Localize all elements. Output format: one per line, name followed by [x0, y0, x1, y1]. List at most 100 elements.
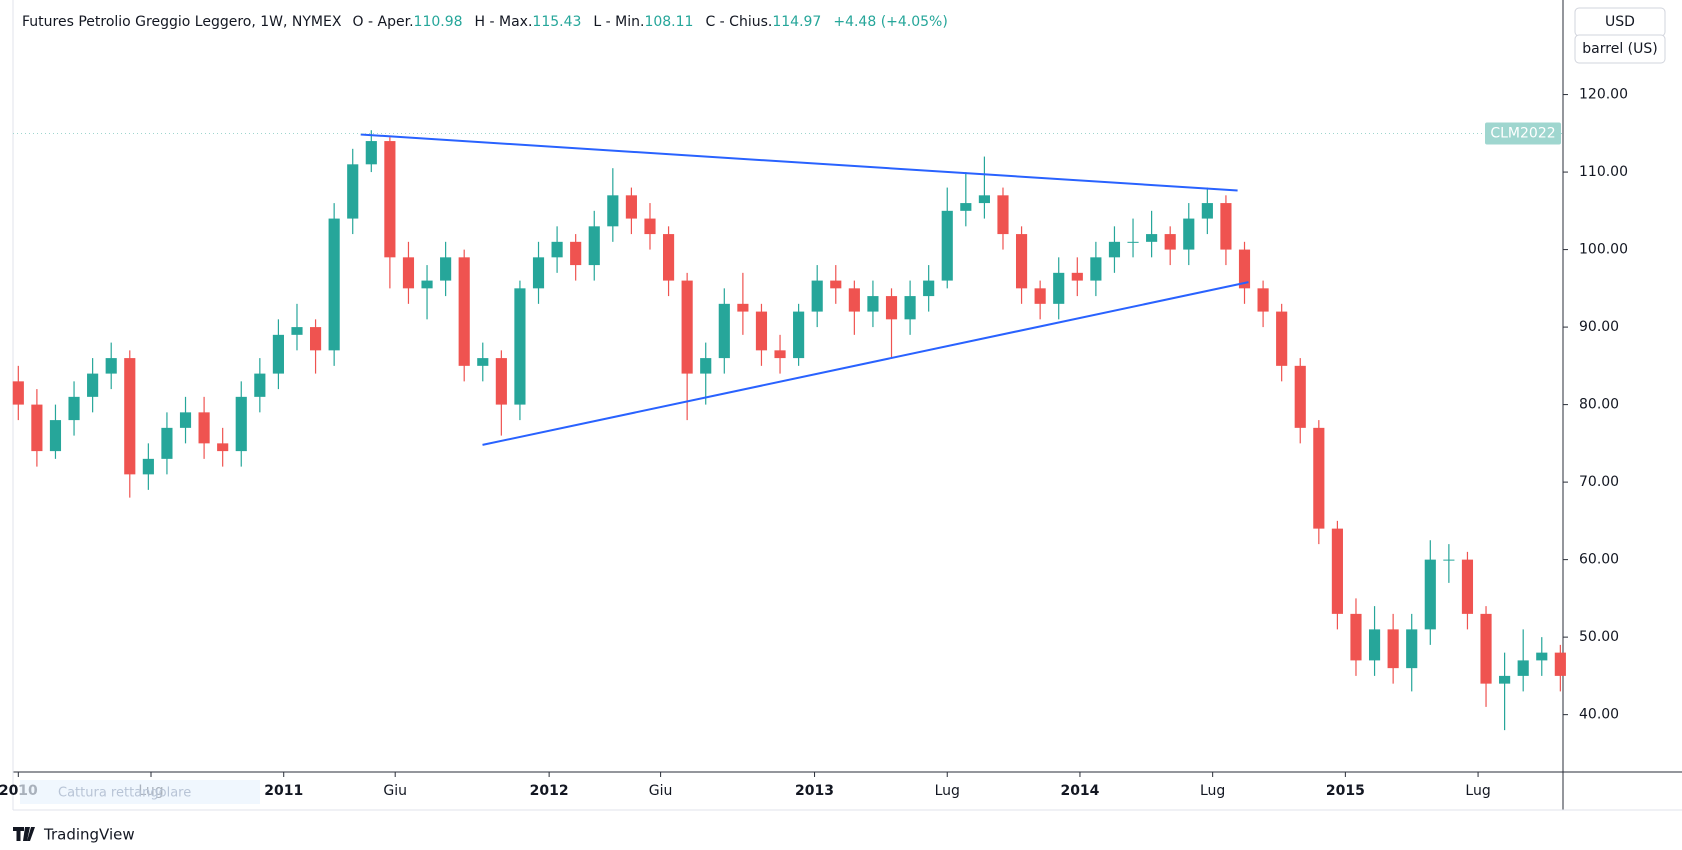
- candle: [532, 241, 545, 304]
- candle: [793, 303, 805, 366]
- candle-body: [904, 296, 916, 320]
- candle-body: [774, 350, 786, 359]
- candle: [1313, 420, 1325, 545]
- candle: [421, 265, 433, 320]
- high-value: 115.43: [532, 14, 581, 30]
- currency[interactable]: USD: [1605, 14, 1635, 30]
- candle-body: [49, 420, 62, 452]
- candle: [1146, 210, 1158, 258]
- candle: [198, 396, 210, 459]
- candle-body: [1127, 241, 1139, 243]
- y-tick-label: 50.00: [1579, 629, 1619, 645]
- candle: [31, 389, 43, 467]
- x-tick-label: 2015: [1326, 783, 1365, 799]
- candle-body: [1108, 241, 1121, 258]
- candle-body: [161, 427, 173, 459]
- open-label: O - Aper.: [353, 14, 414, 30]
- candle-body: [700, 358, 712, 374]
- candle-body: [793, 311, 805, 359]
- candle-body: [737, 303, 749, 312]
- candle-body: [235, 396, 247, 452]
- x-tick-label: Lug: [1465, 783, 1490, 799]
- candle-body: [551, 241, 563, 258]
- candle: [1164, 226, 1176, 266]
- unit[interactable]: barrel (US): [1582, 41, 1657, 57]
- candle: [960, 172, 972, 227]
- candle-body: [477, 358, 489, 366]
- open-value: 110.98: [414, 14, 463, 30]
- plot-layer: 40.00 50.00 60.00 70.00 80.00 90.00 100.00 110.…: [0, 87, 1628, 799]
- brand-logo: TradingView: [13, 826, 135, 844]
- candle: [384, 137, 396, 289]
- candle-body: [124, 358, 136, 475]
- candle: [440, 241, 452, 297]
- candle-body: [1480, 613, 1492, 684]
- candle: [811, 265, 823, 328]
- candle: [309, 319, 322, 374]
- candle-body: [848, 288, 860, 312]
- x-tick-label: 2014: [1060, 783, 1099, 799]
- candle-body: [1034, 288, 1046, 304]
- candle: [49, 404, 62, 459]
- y-tick-label: 100.00: [1579, 242, 1628, 258]
- candle-body: [625, 195, 637, 219]
- candle-body: [644, 218, 656, 235]
- y-tick-label: 60.00: [1579, 552, 1619, 568]
- candle-body: [254, 373, 266, 397]
- unit-button[interactable]: [1574, 34, 1666, 64]
- candle-body: [87, 373, 99, 397]
- candle-body: [978, 195, 990, 204]
- candle-body: [309, 327, 322, 351]
- candle: [235, 381, 247, 467]
- candle: [254, 358, 266, 413]
- candle: [105, 342, 117, 390]
- candle: [551, 226, 563, 273]
- candle: [625, 187, 637, 235]
- candle: [291, 303, 303, 351]
- x-tick-label: Giu: [649, 783, 673, 799]
- candle-body: [681, 280, 693, 374]
- x-tick-label: 2012: [530, 783, 569, 799]
- candle-body: [1146, 234, 1158, 242]
- candle-body: [1517, 660, 1529, 676]
- candle-body: [607, 195, 619, 227]
- candle-body: [328, 218, 340, 351]
- last-price-tag: [1485, 122, 1561, 145]
- candle-body: [142, 458, 154, 475]
- candle-body: [31, 404, 43, 452]
- candle: [1368, 606, 1381, 676]
- candle: [328, 203, 340, 366]
- y-tick-label: 90.00: [1579, 319, 1619, 335]
- candle-body: [291, 327, 303, 335]
- candle-body: [997, 195, 1009, 235]
- candle: [347, 148, 359, 235]
- candle: [1350, 598, 1362, 676]
- candle-body: [105, 358, 117, 374]
- candle-body: [1053, 272, 1065, 304]
- low-label: L - Min.: [593, 14, 644, 30]
- candle: [1424, 540, 1436, 645]
- candle: [124, 350, 136, 498]
- candle: [161, 412, 173, 475]
- trendline: [482, 281, 1249, 446]
- candle-body: [830, 280, 842, 289]
- candle-body: [1090, 257, 1102, 281]
- candle-body: [68, 396, 80, 421]
- symbol: Futures Petrolio Greggio Leggero, 1W, NY…: [22, 14, 342, 30]
- candle-body: [1238, 249, 1251, 289]
- candle: [217, 427, 229, 467]
- candle: [272, 319, 284, 390]
- candle-body: [570, 241, 582, 266]
- candle: [1071, 257, 1083, 297]
- candle: [1201, 187, 1213, 235]
- high-label: H - Max.: [475, 14, 533, 30]
- candle: [1238, 241, 1251, 304]
- candle: [774, 334, 786, 374]
- candle: [1517, 629, 1529, 692]
- brand: TradingView: [43, 826, 135, 844]
- candle-body: [421, 280, 433, 289]
- candle-body: [1313, 427, 1325, 529]
- close-value: 114.97: [772, 14, 821, 30]
